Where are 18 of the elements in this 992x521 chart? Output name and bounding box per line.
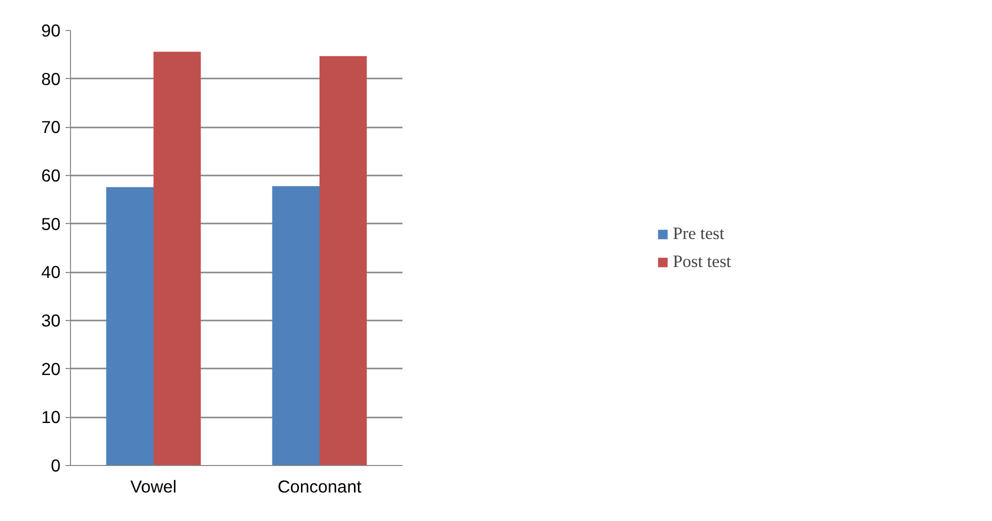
bar	[106, 187, 154, 466]
y-tick-label: 10	[41, 407, 61, 428]
y-tick-label: 60	[41, 166, 61, 186]
legend-label: Pre test	[672, 224, 724, 244]
y-tick-label: 0	[50, 456, 61, 476]
y-tick-label: 40	[41, 262, 61, 282]
y-tick-label: 50	[41, 214, 61, 234]
y-tick-label: 20	[41, 358, 61, 379]
legend-label: Post test	[672, 252, 732, 272]
y-tick-label: 30	[41, 310, 61, 330]
y-tick-label: 80	[41, 68, 61, 89]
bar	[320, 56, 367, 466]
y-tick-label: 90	[41, 20, 61, 40]
x-tick-label: Vowel	[130, 476, 177, 496]
bar	[272, 186, 320, 466]
x-tick-label: Conconant	[278, 476, 362, 496]
bar	[154, 52, 201, 466]
y-tick-label: 70	[41, 117, 61, 138]
